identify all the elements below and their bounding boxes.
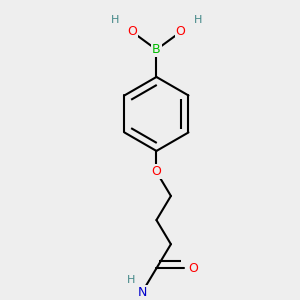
Text: O: O — [152, 165, 161, 178]
Text: O: O — [176, 26, 185, 38]
Text: H: H — [127, 274, 135, 285]
Text: H: H — [194, 15, 202, 25]
Text: O: O — [128, 26, 137, 38]
Text: B: B — [152, 43, 161, 56]
Text: N: N — [137, 286, 147, 299]
Text: H: H — [110, 15, 119, 25]
Text: O: O — [188, 262, 198, 275]
